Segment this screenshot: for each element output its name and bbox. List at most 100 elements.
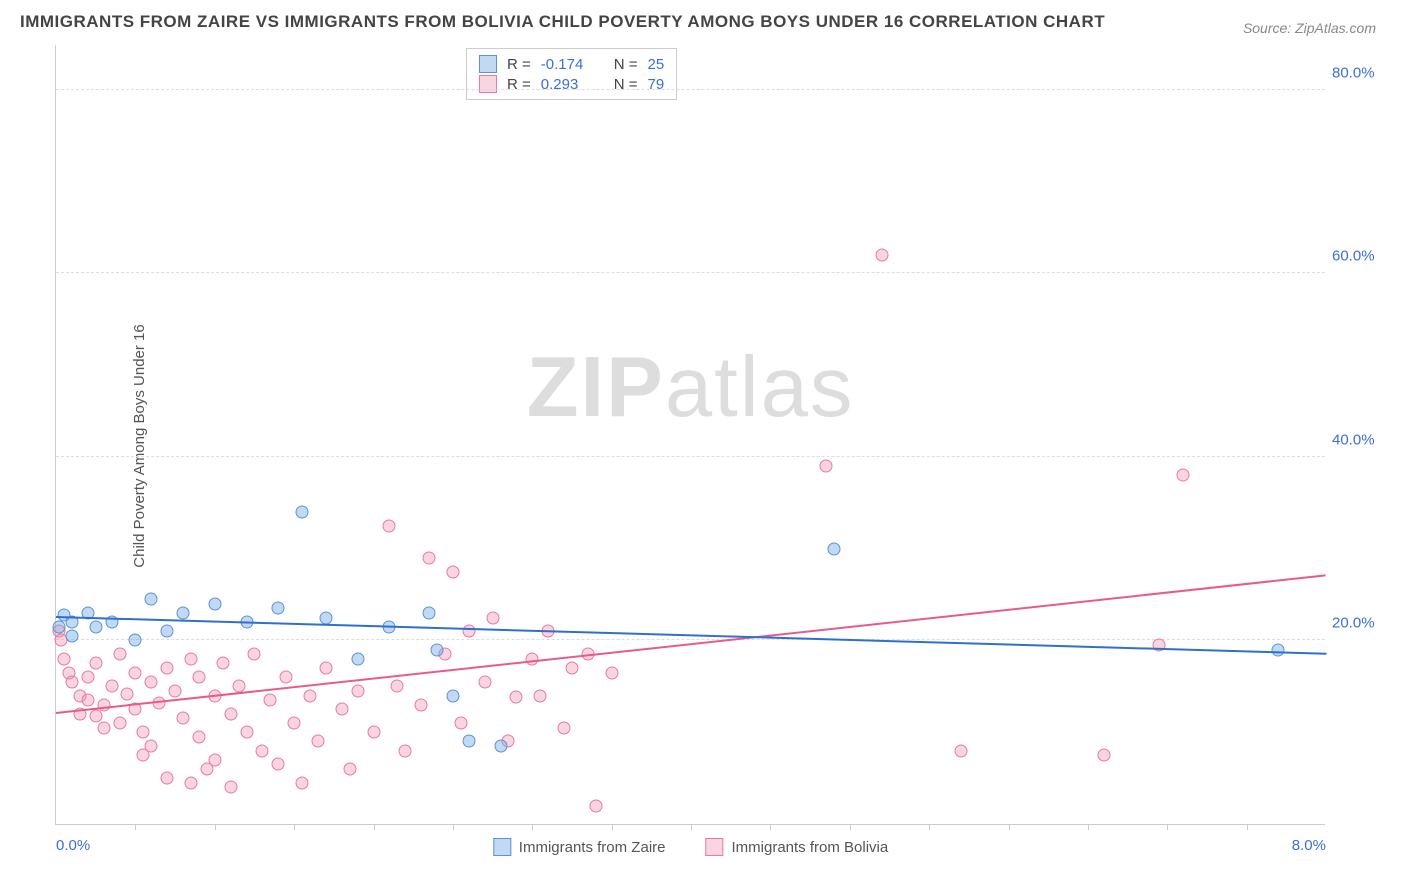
series-legend-label: Immigrants from Bolivia [732, 839, 889, 856]
x-tick-mark [850, 824, 851, 830]
scatter-point [311, 735, 324, 748]
scatter-point [272, 602, 285, 615]
x-tick-label: 8.0% [1292, 837, 1326, 854]
scatter-point [65, 629, 78, 642]
scatter-point [216, 657, 229, 670]
scatter-point [169, 684, 182, 697]
x-tick-mark [612, 824, 613, 830]
x-tick-mark [453, 824, 454, 830]
scatter-point [53, 620, 66, 633]
legend-swatch [479, 75, 497, 93]
scatter-point [161, 662, 174, 675]
correlation-legend: R =-0.174N =25R =0.293N =79 [466, 48, 677, 100]
scatter-point [81, 671, 94, 684]
scatter-point [383, 519, 396, 532]
scatter-point [97, 721, 110, 734]
x-tick-mark [1247, 824, 1248, 830]
x-tick-mark [1009, 824, 1010, 830]
x-tick-mark [215, 824, 216, 830]
legend-n-value: 25 [648, 56, 665, 73]
scatter-point [129, 634, 142, 647]
scatter-point [589, 799, 602, 812]
series-legend-label: Immigrants from Zaire [519, 839, 666, 856]
scatter-point [565, 662, 578, 675]
legend-swatch [479, 55, 497, 73]
chart-title: IMMIGRANTS FROM ZAIRE VS IMMIGRANTS FROM… [20, 12, 1105, 32]
scatter-point [1177, 469, 1190, 482]
scatter-point [177, 712, 190, 725]
scatter-point [240, 726, 253, 739]
scatter-point [423, 606, 436, 619]
scatter-point [161, 772, 174, 785]
scatter-point [224, 781, 237, 794]
legend-row: R =-0.174N =25 [479, 54, 664, 74]
legend-n-value: 79 [648, 76, 665, 93]
scatter-point [184, 652, 197, 665]
y-tick-label: 80.0% [1332, 64, 1397, 81]
series-legend-item: Immigrants from Bolivia [706, 838, 889, 856]
legend-r-label: R = [507, 56, 531, 73]
scatter-point [335, 703, 348, 716]
scatter-point [605, 666, 618, 679]
scatter-point [343, 762, 356, 775]
scatter-point [57, 652, 70, 665]
legend-r-value: -0.174 [541, 56, 596, 73]
x-tick-mark [770, 824, 771, 830]
legend-row: R =0.293N =79 [479, 74, 664, 94]
y-tick-label: 60.0% [1332, 248, 1397, 265]
scatter-point [367, 726, 380, 739]
scatter-point [558, 721, 571, 734]
series-legend-item: Immigrants from Zaire [493, 838, 666, 856]
scatter-point [1272, 643, 1285, 656]
scatter-point [486, 611, 499, 624]
scatter-point [121, 687, 134, 700]
scatter-point [304, 689, 317, 702]
scatter-point [1097, 749, 1110, 762]
scatter-point [875, 249, 888, 262]
scatter-point [248, 648, 261, 661]
gridline [56, 456, 1325, 457]
x-tick-mark [135, 824, 136, 830]
scatter-point [319, 662, 332, 675]
scatter-point [296, 506, 309, 519]
scatter-point [462, 735, 475, 748]
scatter-point [184, 776, 197, 789]
scatter-point [137, 726, 150, 739]
scatter-point [89, 620, 102, 633]
scatter-point [145, 593, 158, 606]
x-tick-mark [374, 824, 375, 830]
scatter-point [161, 625, 174, 638]
plot-area: ZIPatlas R =-0.174N =25R =0.293N =79 Imm… [55, 45, 1325, 825]
scatter-point [431, 643, 444, 656]
scatter-point [399, 744, 412, 757]
series-legend: Immigrants from Zaire Immigrants from Bol… [493, 838, 888, 856]
scatter-point [827, 542, 840, 555]
scatter-point [446, 689, 459, 702]
scatter-point [415, 698, 428, 711]
x-tick-mark [1167, 824, 1168, 830]
scatter-point [534, 689, 547, 702]
scatter-point [264, 694, 277, 707]
watermark: ZIPatlas [527, 339, 855, 437]
y-tick-label: 40.0% [1332, 431, 1397, 448]
legend-swatch [706, 838, 724, 856]
scatter-point [494, 740, 507, 753]
scatter-point [208, 753, 221, 766]
scatter-point [296, 776, 309, 789]
x-tick-mark [929, 824, 930, 830]
scatter-point [89, 709, 102, 722]
legend-n-label: N = [614, 76, 638, 93]
scatter-point [446, 565, 459, 578]
scatter-point [454, 717, 467, 730]
scatter-point [954, 744, 967, 757]
scatter-point [177, 606, 190, 619]
x-tick-mark [691, 824, 692, 830]
source-attribution: Source: ZipAtlas.com [1243, 20, 1376, 36]
scatter-point [351, 684, 364, 697]
scatter-point [510, 691, 523, 704]
trend-line [56, 616, 1326, 655]
x-tick-mark [294, 824, 295, 830]
legend-r-value: 0.293 [541, 76, 596, 93]
scatter-point [272, 758, 285, 771]
scatter-point [423, 551, 436, 564]
